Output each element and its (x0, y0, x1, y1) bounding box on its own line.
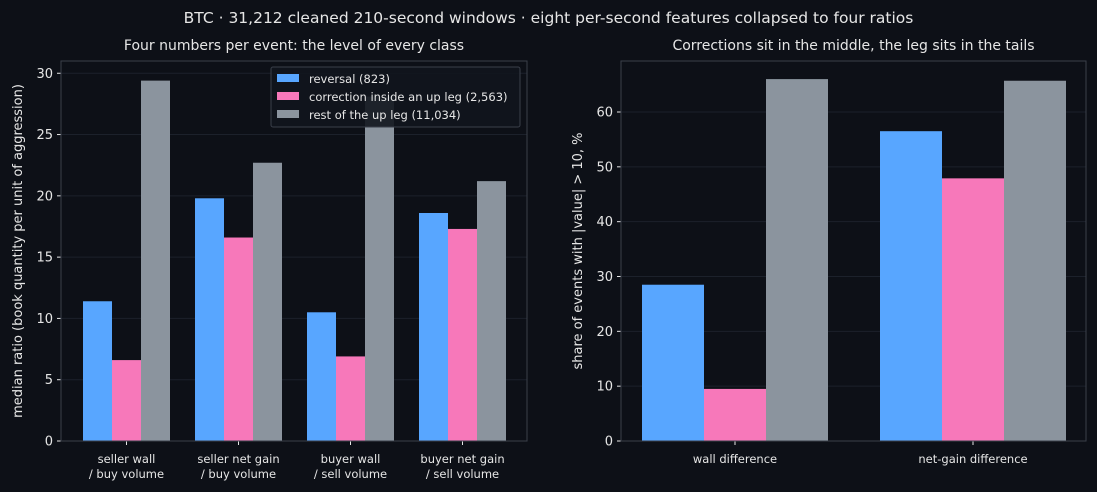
bar (942, 178, 1004, 441)
x-tick-label: seller wall (98, 452, 156, 466)
legend-label: reversal (823) (309, 72, 390, 86)
axes-frame (620, 60, 1087, 442)
y-tick-label: 10 (596, 380, 613, 395)
x-tick-label: / buy volume (89, 467, 164, 481)
right-panel: 0 10 20 30 40 50 60 wall difference net-gain dif… (571, 38, 1087, 466)
legend-label: correction inside an up leg (2,563) (309, 90, 508, 104)
figure-title: BTC · 31,212 cleaned 210-second windows … (183, 9, 914, 27)
bar (880, 131, 942, 441)
bar (224, 237, 253, 441)
y-tick-label: 10 (36, 312, 53, 327)
y-tick-label: 5 (45, 373, 53, 388)
y-tick-label: 40 (596, 215, 613, 230)
bar (307, 312, 336, 441)
x-tick-label: net-gain difference (918, 452, 1027, 466)
x-tick-label: / sell volume (314, 467, 387, 481)
legend-swatch (277, 92, 299, 100)
legend-label: rest of the up leg (11,034) (309, 108, 461, 122)
bar (704, 388, 766, 441)
panel-title: Corrections sit in the middle, the leg s… (672, 38, 1034, 54)
bar (253, 162, 282, 441)
bar (195, 198, 224, 441)
y-tick-label: 30 (36, 67, 53, 82)
bar (365, 96, 394, 441)
y-tick-label: 50 (596, 160, 613, 175)
y-axis-label: median ratio (book quantity per unit of … (11, 84, 26, 418)
bar (642, 284, 704, 441)
bar (477, 181, 506, 441)
bar (141, 80, 170, 441)
legend-swatch (277, 110, 299, 118)
y-tick-label: 0 (45, 435, 53, 450)
legend-box (270, 66, 521, 128)
y-tick-label: 30 (596, 270, 613, 285)
bar (1004, 80, 1066, 441)
y-tick-label: 0 (605, 435, 613, 450)
y-axis-label: share of events with |value| > 10, % (571, 132, 586, 369)
y-tick-label: 20 (596, 325, 613, 340)
y-tick-label: 15 (36, 251, 53, 266)
axes-frame (60, 60, 528, 442)
bar (766, 79, 828, 441)
legend-swatch (277, 74, 299, 82)
bar (336, 356, 365, 441)
bar (419, 213, 448, 441)
x-tick-label: buyer wall (321, 452, 381, 466)
bar (83, 301, 112, 441)
x-tick-label: / buy volume (201, 467, 276, 481)
y-tick-label: 60 (596, 105, 613, 120)
x-tick-label: seller net gain (197, 452, 279, 466)
y-tick-label: 20 (36, 189, 53, 204)
y-tick-label: 25 (36, 128, 53, 143)
bar (112, 360, 141, 441)
bar (448, 228, 477, 441)
panel-title: Four numbers per event: the level of eve… (124, 38, 464, 54)
x-tick-label: / sell volume (426, 467, 499, 481)
x-tick-label: buyer net gain (420, 452, 504, 466)
x-tick-label: wall difference (693, 452, 777, 466)
